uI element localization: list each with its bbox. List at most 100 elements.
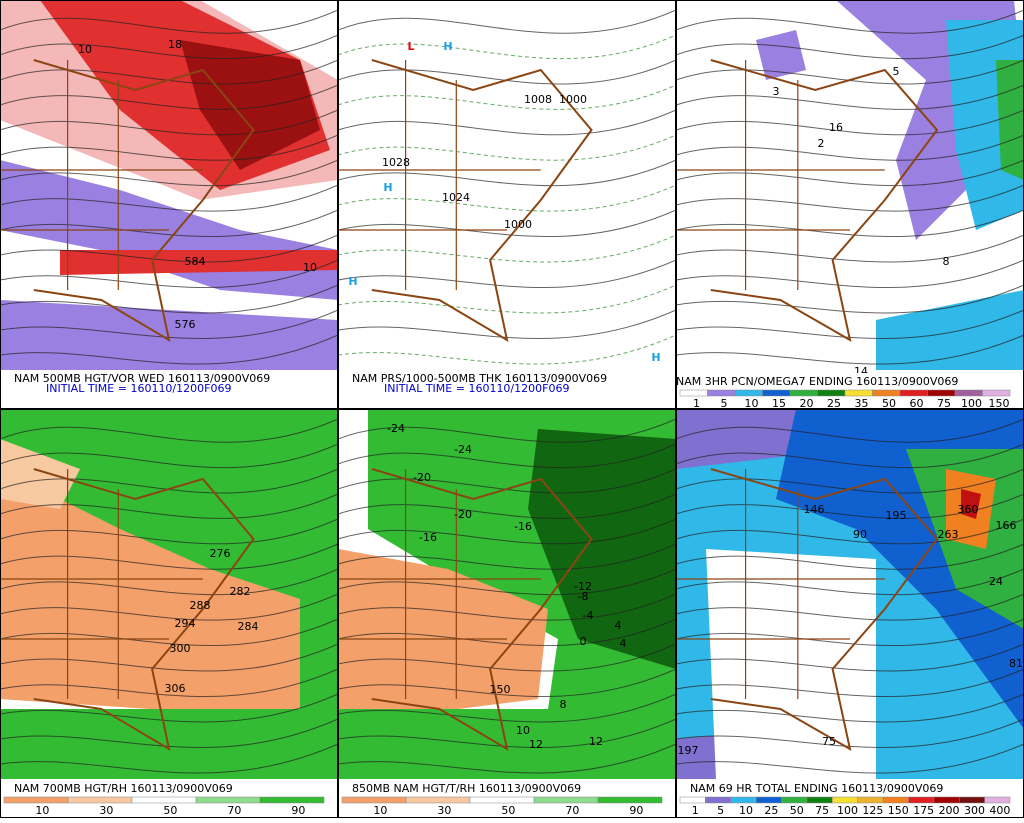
colorbar-swatch	[734, 389, 763, 397]
colorbar-label: 20	[800, 397, 814, 410]
contour-line	[1, 593, 337, 621]
colorbar-swatch	[857, 796, 884, 804]
colorbar-label: 1	[692, 804, 699, 817]
colorbar-label: 300	[964, 804, 985, 817]
colorbar-label: 25	[827, 397, 841, 410]
contour-line	[1, 718, 337, 748]
contour-line	[1, 743, 337, 774]
contour-line	[1, 693, 337, 723]
colorbar-label: 50	[790, 804, 804, 817]
map-label: 197	[678, 744, 699, 757]
map-label: 576	[175, 318, 196, 331]
coastline	[33, 468, 255, 752]
panel: L H H H H 1028 1024 1000 1008 1000 NAM PRS/1000-50…	[338, 0, 676, 409]
caption: 850MB NAM HGT/T/RH 160113/0900V069	[352, 782, 581, 795]
colorbar-label: 150	[888, 804, 909, 817]
map-label: 360	[958, 503, 979, 516]
contour-line	[339, 443, 675, 469]
contour-line	[1, 184, 337, 212]
panel: 146 195 90 360 263 166 24 81 75 197 NAM 69 HR TOTA…	[676, 409, 1024, 818]
colorbar-label: 50	[882, 397, 896, 410]
contour-line	[677, 259, 1023, 288]
map-area: 146 195 90 360 263 166 24 81 75 197	[677, 410, 1023, 779]
contour-line	[677, 693, 1023, 723]
map-label: 4	[620, 637, 627, 650]
contour-line	[339, 718, 675, 748]
map-label: 14	[854, 365, 868, 378]
contour-line	[339, 234, 675, 263]
colorbar-label: 10	[739, 804, 753, 817]
map-label: 75	[822, 735, 836, 748]
contour-line	[1, 84, 337, 110]
caption: NAM 3HR PCN/OMEGA7 ENDING 160113/0900V06…	[676, 375, 958, 388]
map-label: 2	[818, 137, 825, 150]
colorbar-swatch	[755, 796, 782, 804]
contour-line	[677, 518, 1023, 545]
map-label: 1000	[559, 93, 587, 106]
colorbar-label: 30	[99, 804, 113, 817]
colorbar-label: 15	[772, 397, 786, 410]
contour-line	[339, 9, 675, 34]
colorbar-label: 10	[745, 397, 759, 410]
map-label: 10	[303, 261, 317, 274]
contour-line	[339, 134, 675, 161]
map-area: L H H H H 1028 1024 1000 1008 1000	[339, 9, 675, 365]
colorbar-label: 60	[910, 397, 924, 410]
contour-line	[1, 468, 337, 494]
coastline	[371, 59, 593, 343]
contour-line	[677, 743, 1023, 774]
contour-line	[1, 59, 337, 85]
contour-line	[1, 234, 337, 263]
map-label: 81	[1009, 657, 1023, 670]
map-label: 12	[529, 738, 543, 751]
map-label: 1024	[442, 191, 470, 204]
contour-line	[339, 84, 675, 110]
coastline	[710, 59, 939, 342]
map-label: -4	[583, 609, 594, 622]
map-label: -20	[454, 508, 472, 521]
contour-line	[677, 468, 1023, 494]
shaded-region	[756, 30, 806, 80]
colorbar-swatch	[933, 796, 960, 804]
contour-line	[339, 693, 675, 723]
map-label: 150	[490, 683, 511, 696]
map-label: -16	[419, 531, 437, 544]
state-lines	[677, 60, 885, 290]
contour-line	[677, 543, 1023, 570]
contour-line	[339, 34, 675, 60]
map-label: -20	[413, 471, 431, 484]
colorbar-swatch	[789, 389, 818, 397]
contour-line	[677, 334, 1023, 365]
contour-line	[1, 309, 337, 339]
contour-line	[1, 159, 337, 187]
colorbar-label: 10	[373, 804, 387, 817]
contour-line	[1, 618, 337, 647]
shaded-region	[1, 709, 337, 779]
contour-line	[677, 643, 1023, 672]
map-label: 1028	[382, 156, 410, 169]
contour-line	[677, 668, 1023, 697]
colorbar-swatch	[762, 389, 791, 397]
contour-line	[1, 543, 337, 570]
contour-line	[677, 184, 1023, 212]
colorbar-swatch	[195, 796, 261, 804]
contour-line	[677, 618, 1023, 647]
contour-line	[677, 718, 1023, 748]
shaded-region	[996, 60, 1023, 180]
contour-line	[339, 593, 675, 621]
contour-line	[339, 568, 675, 596]
contour-line	[677, 84, 1023, 110]
colorbar-swatch	[984, 796, 1011, 804]
caption: NAM 700MB HGT/RH 160113/0900V069	[14, 782, 233, 795]
colorbar-label: 5	[721, 397, 728, 410]
shaded-region	[528, 429, 675, 669]
map-label: 90	[853, 528, 867, 541]
colorbar-swatch	[405, 796, 471, 804]
contour-line	[339, 59, 675, 85]
map-label: 24	[989, 575, 1003, 588]
colorbar-label: 175	[913, 804, 934, 817]
contour-line	[339, 109, 675, 136]
colorbar-swatch	[806, 796, 833, 804]
map-label: 284	[238, 620, 259, 633]
map-label: -16	[514, 520, 532, 533]
